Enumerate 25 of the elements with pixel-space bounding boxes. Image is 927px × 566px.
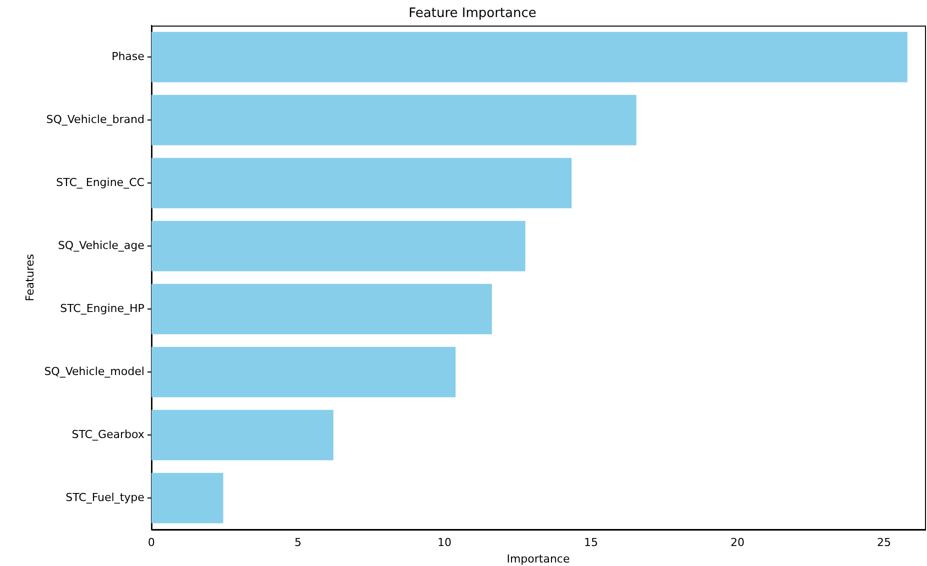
bar — [151, 220, 526, 272]
x-tick-label: 25 — [876, 536, 891, 550]
y-axis-title: Features — [23, 254, 36, 302]
y-tick-label: Phase — [112, 50, 145, 63]
y-tick-label: STC_Engine_HP — [60, 302, 145, 315]
bar — [151, 94, 636, 146]
bar — [151, 346, 456, 398]
y-tick-label: SQ_Vehicle_age — [58, 238, 145, 252]
bar — [151, 158, 572, 208]
x-tick-label: 0 — [148, 536, 155, 550]
y-tick-label: STC_Fuel_type — [66, 490, 145, 504]
bar — [151, 32, 908, 82]
y-tick-label: STC_Gearbox — [72, 428, 145, 441]
x-tick-label: 20 — [730, 536, 744, 550]
y-tick-label: SQ_Vehicle_brand — [46, 112, 144, 126]
bar — [151, 284, 492, 334]
bar — [151, 410, 334, 460]
x-axis-title: Importance — [506, 552, 570, 566]
x-tick-label: 15 — [584, 536, 598, 550]
x-tick-label: 5 — [294, 536, 302, 550]
bar — [151, 472, 224, 524]
y-tick-label: STC_ Engine_CC — [56, 176, 145, 189]
x-tick-label: 10 — [437, 536, 452, 550]
y-tick-label: SQ_Vehicle_model — [44, 364, 144, 378]
chart-title: Feature Importance — [408, 6, 536, 22]
